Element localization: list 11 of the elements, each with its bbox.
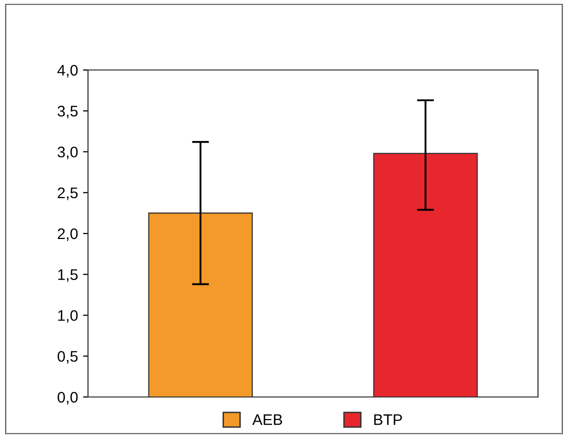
y-tick-label: 2,0 xyxy=(58,228,78,241)
y-tick-label: 0,5 xyxy=(58,350,78,364)
legend-label: AEB xyxy=(252,414,282,425)
y-tick-label: 0,0 xyxy=(58,392,78,404)
y-tick-label: 3,0 xyxy=(58,146,78,160)
legend-label: BTP xyxy=(374,414,402,425)
y-tick-label: 1,5 xyxy=(58,269,78,282)
y-tick-label: 1,0 xyxy=(58,310,78,323)
y-tick-label: 3,5 xyxy=(58,106,78,118)
y-tick-label: 4,0 xyxy=(57,64,78,78)
y-tick-label: 2,5 xyxy=(58,187,78,200)
